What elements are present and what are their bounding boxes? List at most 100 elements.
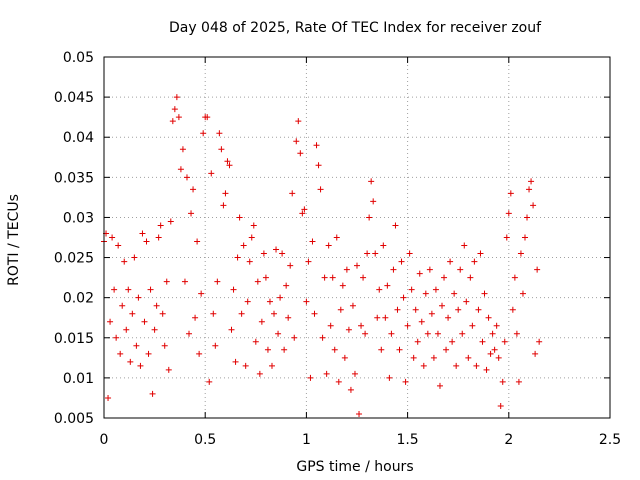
data-point xyxy=(181,278,188,285)
data-point xyxy=(366,214,373,221)
data-point xyxy=(374,314,381,321)
data-point xyxy=(497,402,504,409)
data-point xyxy=(139,230,146,237)
data-point xyxy=(349,302,356,309)
data-point xyxy=(283,282,290,289)
data-point xyxy=(258,318,265,325)
data-point xyxy=(325,242,332,249)
data-point xyxy=(347,386,354,393)
data-point xyxy=(404,322,411,329)
data-point xyxy=(149,390,156,397)
data-point xyxy=(295,118,302,125)
data-point xyxy=(524,214,531,221)
data-point xyxy=(133,342,140,349)
data-point xyxy=(517,250,524,257)
data-point xyxy=(526,186,533,193)
data-point xyxy=(414,338,421,345)
data-point xyxy=(360,274,367,281)
data-point xyxy=(169,118,176,125)
x-tick-label: 2 xyxy=(504,432,513,448)
axis-ticks: 0.005 0.01 0.015 0.02 0.025 0.03 0.035 0.04 0.04… xyxy=(54,50,621,448)
data-point xyxy=(402,378,409,385)
data-point xyxy=(467,274,474,281)
data-point xyxy=(521,234,528,241)
data-point xyxy=(509,306,516,313)
data-point xyxy=(228,326,235,333)
data-point xyxy=(123,326,130,333)
data-point xyxy=(513,330,520,337)
data-point xyxy=(532,350,539,357)
data-point xyxy=(279,250,286,257)
data-point xyxy=(206,378,213,385)
data-point xyxy=(161,342,168,349)
data-point xyxy=(224,158,231,165)
data-point xyxy=(372,250,379,257)
data-point xyxy=(491,346,498,353)
data-point xyxy=(449,338,456,345)
data-point xyxy=(333,234,340,241)
data-point xyxy=(331,346,338,353)
data-point xyxy=(190,186,197,193)
data-point xyxy=(275,330,282,337)
data-point xyxy=(305,258,312,265)
data-point xyxy=(530,202,537,209)
data-point xyxy=(386,374,393,381)
data-point xyxy=(131,254,138,261)
data-point xyxy=(307,374,314,381)
data-point xyxy=(390,266,397,273)
data-point xyxy=(137,362,144,369)
data-point xyxy=(410,354,417,361)
data-point xyxy=(218,146,225,153)
data-point xyxy=(236,214,243,221)
data-point xyxy=(475,306,482,313)
data-point xyxy=(242,362,249,369)
x-tick-label: 1 xyxy=(302,432,311,448)
data-point xyxy=(457,266,464,273)
data-point xyxy=(459,330,466,337)
data-point xyxy=(119,302,126,309)
x-axis-label: GPS time / hours xyxy=(296,459,413,475)
data-point xyxy=(222,190,229,197)
data-point xyxy=(445,314,452,321)
data-point xyxy=(254,278,261,285)
data-point xyxy=(354,262,360,269)
data-point xyxy=(117,350,124,357)
y-tick-label: 0.04 xyxy=(63,130,94,146)
data-point xyxy=(422,290,429,297)
data-point xyxy=(382,314,389,321)
data-point xyxy=(321,274,328,281)
data-point xyxy=(232,358,239,365)
data-point xyxy=(173,94,180,101)
data-point xyxy=(115,242,122,249)
data-point xyxy=(192,314,199,321)
data-point xyxy=(430,354,437,361)
data-point xyxy=(335,378,342,385)
data-point xyxy=(388,330,395,337)
data-point xyxy=(341,354,348,361)
data-point xyxy=(436,382,443,389)
data-point xyxy=(432,286,439,293)
data-point xyxy=(273,246,280,253)
data-point xyxy=(511,274,518,281)
data-point xyxy=(143,238,150,245)
data-point xyxy=(309,238,316,245)
data-point xyxy=(109,234,116,241)
y-tick-label: 0.035 xyxy=(54,170,94,186)
data-point xyxy=(396,346,403,353)
data-point xyxy=(447,258,454,265)
data-point xyxy=(155,234,162,241)
data-point xyxy=(473,362,480,369)
data-point xyxy=(358,322,365,329)
y-tick-label: 0.025 xyxy=(54,251,94,267)
data-point xyxy=(111,286,118,293)
data-point xyxy=(262,274,269,281)
data-point xyxy=(479,338,486,345)
data-point xyxy=(329,274,336,281)
data-point xyxy=(362,330,369,337)
data-point xyxy=(240,242,247,249)
data-point xyxy=(345,326,352,333)
data-point xyxy=(378,346,385,353)
data-point xyxy=(528,178,535,185)
data-point xyxy=(113,334,120,341)
data-point xyxy=(406,250,413,257)
